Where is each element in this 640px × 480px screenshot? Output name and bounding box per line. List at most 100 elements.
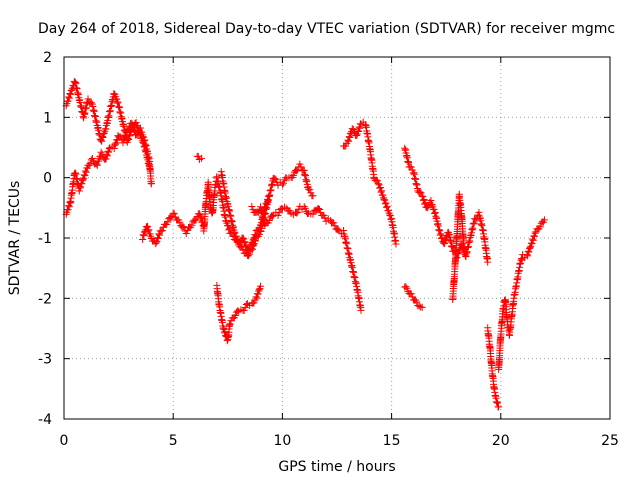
grid-lines	[64, 57, 610, 419]
y-axis-label: SDTVAR / TECUs	[7, 181, 23, 296]
data-point	[349, 126, 357, 134]
data-point	[144, 222, 152, 230]
data-point	[219, 324, 227, 332]
data-point	[82, 168, 90, 176]
data-point	[241, 238, 249, 246]
data-point	[254, 290, 262, 298]
data-point	[236, 240, 244, 248]
data-point	[231, 312, 239, 320]
data-point	[297, 163, 305, 171]
data-point	[246, 244, 254, 252]
data-point	[245, 246, 253, 254]
data-point	[78, 180, 86, 188]
data-point	[250, 235, 258, 243]
x-tick-label: 5	[169, 433, 178, 449]
data-point	[77, 184, 85, 192]
data-point	[253, 294, 261, 302]
x-tick-label: 0	[60, 433, 69, 449]
data-point	[374, 180, 382, 188]
data-point	[272, 175, 280, 183]
data-point	[536, 223, 544, 231]
data-point	[293, 167, 301, 175]
data-point	[269, 212, 277, 220]
data-point	[416, 188, 424, 196]
data-point	[124, 125, 132, 133]
data-point	[194, 153, 202, 161]
data-point	[517, 256, 525, 264]
data-point	[123, 126, 131, 134]
data-point	[64, 206, 72, 214]
data-point	[103, 152, 111, 160]
data-point	[462, 252, 470, 260]
data-point	[102, 155, 110, 163]
data-point	[252, 231, 260, 239]
data-point	[119, 139, 127, 147]
data-point	[372, 176, 380, 184]
data-points	[62, 77, 548, 411]
data-point	[79, 175, 87, 183]
data-point	[65, 203, 73, 211]
data-point	[130, 123, 138, 131]
data-point	[68, 86, 76, 94]
data-point	[167, 214, 175, 222]
data-point	[424, 204, 432, 212]
data-point	[438, 234, 446, 242]
data-point	[188, 221, 196, 229]
data-point	[114, 98, 122, 106]
y-tick-label: 0	[43, 171, 52, 187]
data-point	[93, 161, 101, 169]
data-point	[164, 218, 172, 226]
data-point	[251, 230, 259, 238]
data-point	[226, 320, 234, 328]
data-point	[105, 148, 113, 156]
data-point	[305, 185, 313, 193]
y-tick-label: -2	[38, 291, 52, 307]
data-point	[223, 337, 231, 345]
data-point	[128, 119, 136, 127]
data-point	[437, 230, 445, 238]
data-point	[64, 97, 72, 105]
data-point	[248, 239, 256, 247]
data-point	[75, 187, 83, 195]
data-point	[382, 199, 390, 207]
data-point	[345, 137, 353, 145]
data-point	[232, 232, 240, 240]
data-point	[87, 99, 95, 107]
data-point	[192, 216, 200, 224]
data-point	[88, 154, 96, 162]
data-point	[241, 304, 249, 312]
data-point	[348, 125, 356, 133]
data-point	[316, 205, 324, 213]
data-point	[147, 180, 155, 188]
data-point	[413, 298, 421, 306]
data-point	[65, 94, 73, 102]
data-point	[407, 163, 415, 171]
data-point	[493, 398, 501, 406]
data-point	[376, 184, 384, 192]
x-tick-label: 20	[492, 433, 510, 449]
data-point	[152, 238, 160, 246]
data-point	[531, 229, 539, 237]
data-point	[182, 229, 190, 237]
data-point	[169, 209, 177, 217]
data-point	[191, 217, 199, 225]
data-point	[158, 226, 166, 234]
data-point	[170, 210, 178, 218]
data-point	[126, 132, 134, 140]
data-point	[265, 217, 273, 225]
data-point	[67, 90, 75, 98]
x-tick-label: 15	[383, 433, 401, 449]
data-point	[120, 135, 128, 143]
data-point	[251, 296, 259, 304]
data-point	[495, 403, 503, 411]
data-point	[529, 236, 537, 244]
data-point	[530, 232, 538, 240]
data-point	[154, 235, 162, 243]
data-point	[421, 200, 429, 208]
data-point	[113, 95, 121, 103]
data-point	[275, 209, 283, 217]
data-point	[111, 140, 119, 148]
data-point	[334, 225, 342, 233]
data-point	[242, 241, 250, 249]
